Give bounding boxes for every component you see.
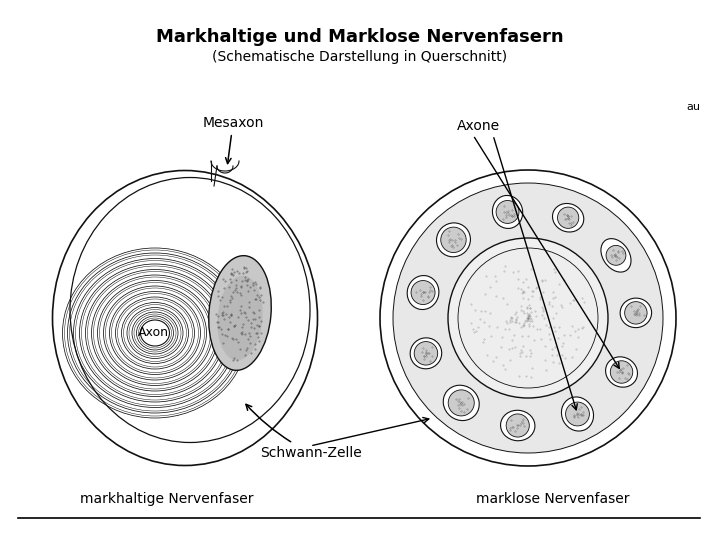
Ellipse shape xyxy=(217,275,263,360)
Ellipse shape xyxy=(209,255,271,370)
Text: marklose Nervenfaser: marklose Nervenfaser xyxy=(476,492,630,506)
Ellipse shape xyxy=(606,357,637,387)
Ellipse shape xyxy=(500,410,535,441)
Ellipse shape xyxy=(620,298,652,328)
Circle shape xyxy=(448,238,608,398)
Text: Markhaltige und Marklose Nervenfasern: Markhaltige und Marklose Nervenfasern xyxy=(156,28,564,46)
Ellipse shape xyxy=(53,171,318,465)
Circle shape xyxy=(557,207,579,228)
Text: Axone: Axone xyxy=(456,119,500,133)
Circle shape xyxy=(566,402,590,426)
Text: (Schematische Darstellung in Querschnitt): (Schematische Darstellung in Querschnitt… xyxy=(212,50,508,64)
Circle shape xyxy=(458,248,598,388)
Text: Mesaxon: Mesaxon xyxy=(202,116,264,164)
Circle shape xyxy=(441,227,466,253)
Text: markhaltige Nervenfaser: markhaltige Nervenfaser xyxy=(80,492,253,506)
Ellipse shape xyxy=(492,195,523,228)
Circle shape xyxy=(414,342,438,365)
Circle shape xyxy=(625,302,647,324)
Ellipse shape xyxy=(562,397,593,431)
Circle shape xyxy=(506,414,529,437)
Ellipse shape xyxy=(410,338,442,369)
Ellipse shape xyxy=(436,223,470,257)
Ellipse shape xyxy=(444,385,480,421)
Circle shape xyxy=(606,245,626,265)
Circle shape xyxy=(449,390,474,416)
Circle shape xyxy=(411,281,435,305)
Text: Axon: Axon xyxy=(138,327,168,340)
Circle shape xyxy=(611,361,633,383)
Circle shape xyxy=(393,183,663,453)
Ellipse shape xyxy=(140,320,169,346)
Circle shape xyxy=(496,200,519,224)
Text: au: au xyxy=(686,102,700,112)
Ellipse shape xyxy=(601,239,631,272)
Ellipse shape xyxy=(552,204,584,232)
Ellipse shape xyxy=(408,275,439,309)
Circle shape xyxy=(380,170,676,466)
Text: Schwann-Zelle: Schwann-Zelle xyxy=(246,404,361,460)
